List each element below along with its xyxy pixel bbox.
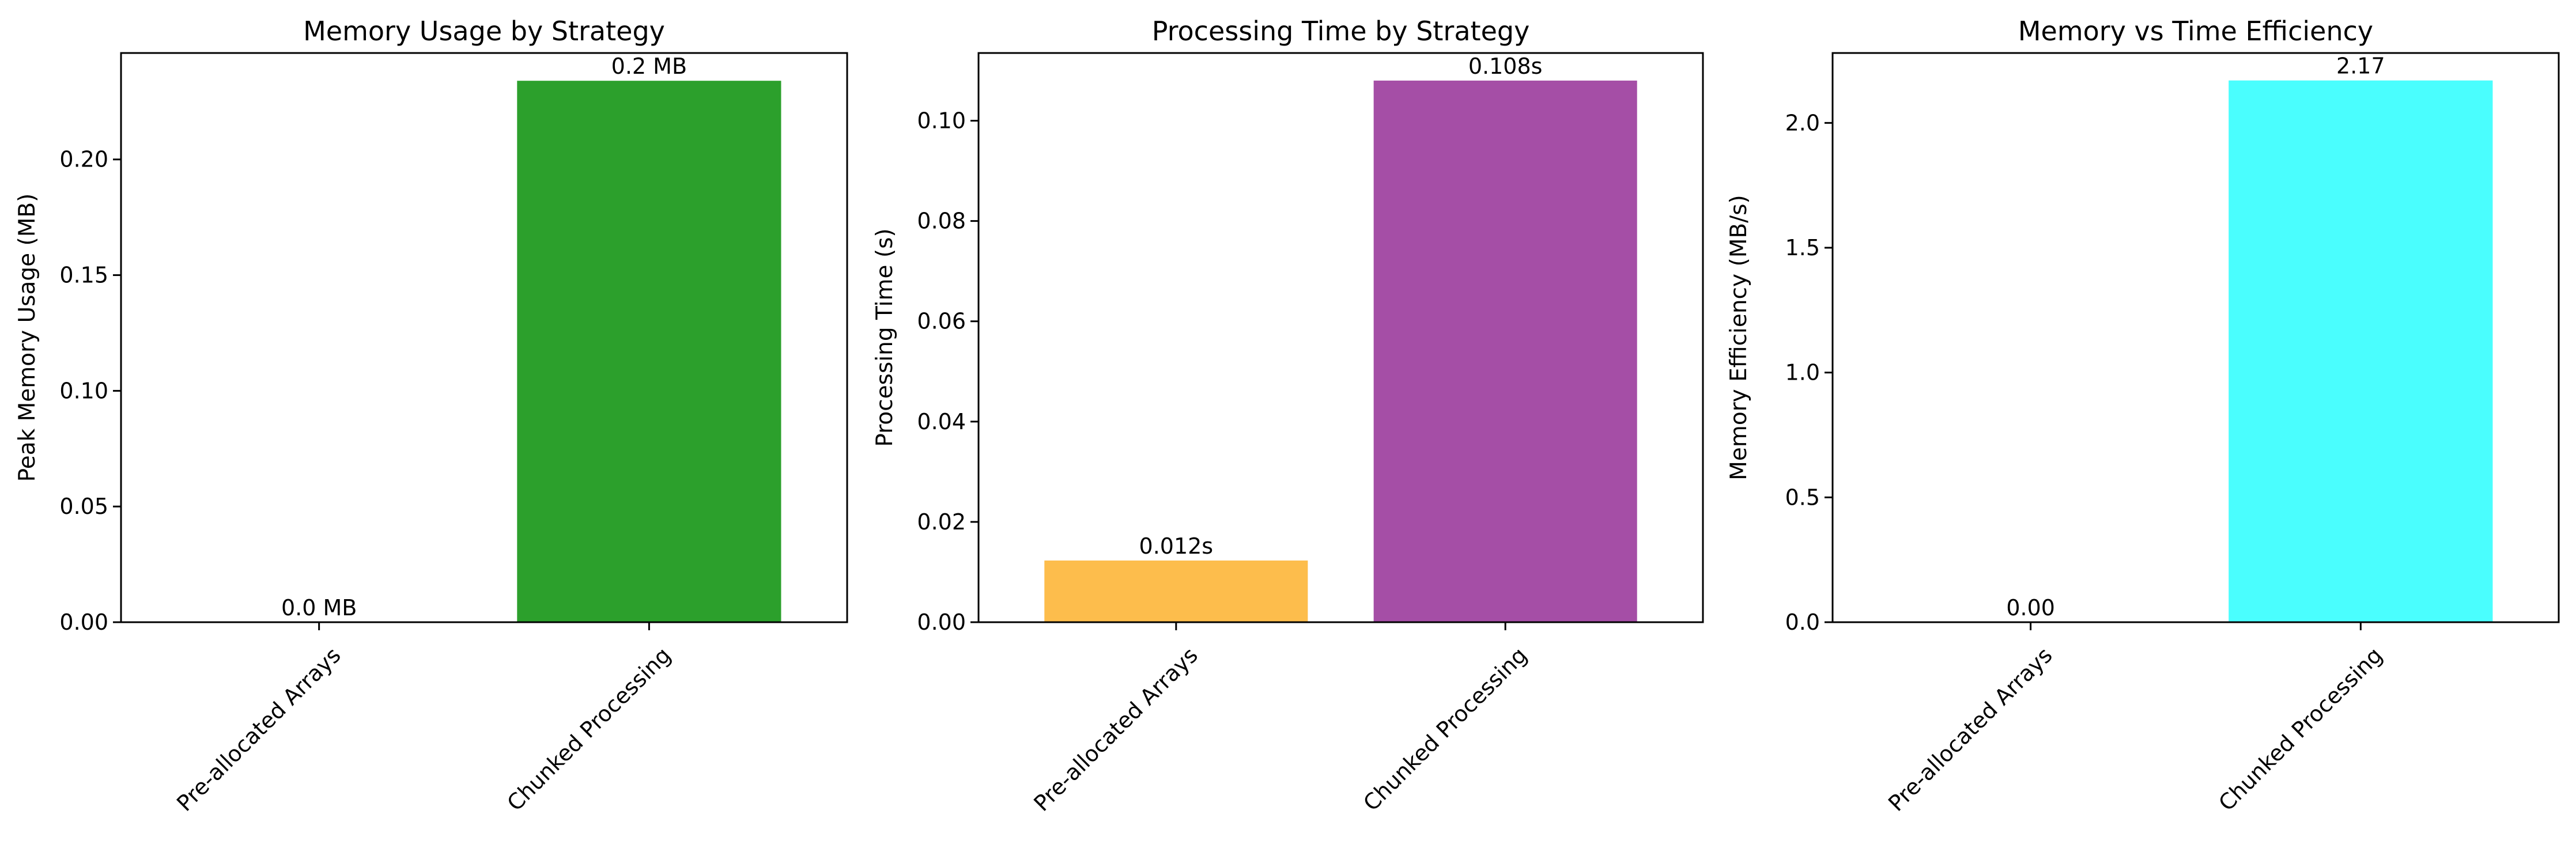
processing-time-y-tick-label: 0.04: [917, 409, 966, 434]
efficiency-panel: Memory vs Time Efficiency Memory Efficie…: [1726, 16, 2560, 816]
processing-time-title: Processing Time by Strategy: [1152, 16, 1530, 47]
processing-time-value-label-pre-allocated-arrays: 0.012s: [1139, 533, 1214, 559]
efficiency-title: Memory vs Time Efficiency: [2018, 16, 2373, 47]
efficiency-y-tick-label: 1.0: [1785, 360, 1820, 385]
processing-time-y-tick-label: 0.08: [917, 209, 966, 234]
processing-time-x-tick-label-chunked-processing: Chunked Processing: [1358, 642, 1532, 816]
processing-time-panel: Processing Time by Strategy Processing T…: [872, 16, 1704, 816]
memory-usage-y-tick-label: 0.10: [59, 378, 108, 403]
processing-time-ylabel: Processing Time (s): [872, 228, 898, 446]
processing-time-x-tick-label-pre-allocated-arrays: Pre-allocated Arrays: [1029, 642, 1203, 816]
memory-usage-panel: Memory Usage by Strategy Peak Memory Usa…: [14, 16, 848, 816]
processing-time-bar-chunked-processing: [1373, 80, 1637, 622]
efficiency-value-label-pre-allocated-arrays: 0.00: [2006, 595, 2055, 620]
efficiency-y-tick-label: 0.5: [1785, 485, 1820, 510]
processing-time-bar-pre-allocated-arrays: [1044, 560, 1308, 622]
memory-usage-axes-frame: [120, 52, 848, 623]
efficiency-axes-frame: [1831, 52, 2560, 623]
memory-usage-x-tick-label-pre-allocated-arrays: Pre-allocated Arrays: [172, 642, 346, 816]
processing-time-y-tick-label: 0.06: [917, 309, 966, 334]
processing-time-axes-frame: [977, 52, 1704, 623]
efficiency-x-tick-label-pre-allocated-arrays: Pre-allocated Arrays: [1883, 642, 2057, 816]
memory-usage-x-tick-label-chunked-processing: Chunked Processing: [502, 642, 675, 816]
memory-usage-title: Memory Usage by Strategy: [303, 16, 665, 47]
processing-time-y-tick-label: 0.10: [917, 108, 966, 134]
efficiency-value-label-chunked-processing: 2.17: [2336, 54, 2385, 79]
memory-usage-value-label-pre-allocated-arrays: 0.0 MB: [281, 595, 357, 620]
processing-time-value-label-chunked-processing: 0.108s: [1468, 54, 1543, 79]
processing-time-y-tick-label: 0.00: [917, 610, 966, 635]
memory-usage-ylabel: Peak Memory Usage (MB): [14, 194, 40, 482]
memory-usage-y-tick-label: 0.00: [59, 610, 108, 635]
efficiency-ylabel: Memory Efficiency (MB/s): [1726, 195, 1752, 480]
memory-usage-y-tick-label: 0.15: [59, 263, 108, 288]
efficiency-y-tick-label: 0.0: [1785, 610, 1820, 635]
processing-time-y-tick-label: 0.02: [917, 509, 966, 535]
efficiency-bar-chunked-processing: [2228, 80, 2493, 622]
efficiency-y-tick-label: 1.5: [1785, 235, 1820, 260]
memory-usage-value-label-chunked-processing: 0.2 MB: [611, 54, 687, 79]
efficiency-y-tick-label: 2.0: [1785, 110, 1820, 135]
memory-usage-y-tick-label: 0.05: [59, 494, 108, 519]
memory-usage-bar-chunked-processing: [517, 81, 781, 622]
efficiency-x-tick-label-chunked-processing: Chunked Processing: [2214, 642, 2387, 816]
memory-usage-y-tick-label: 0.20: [59, 147, 108, 172]
